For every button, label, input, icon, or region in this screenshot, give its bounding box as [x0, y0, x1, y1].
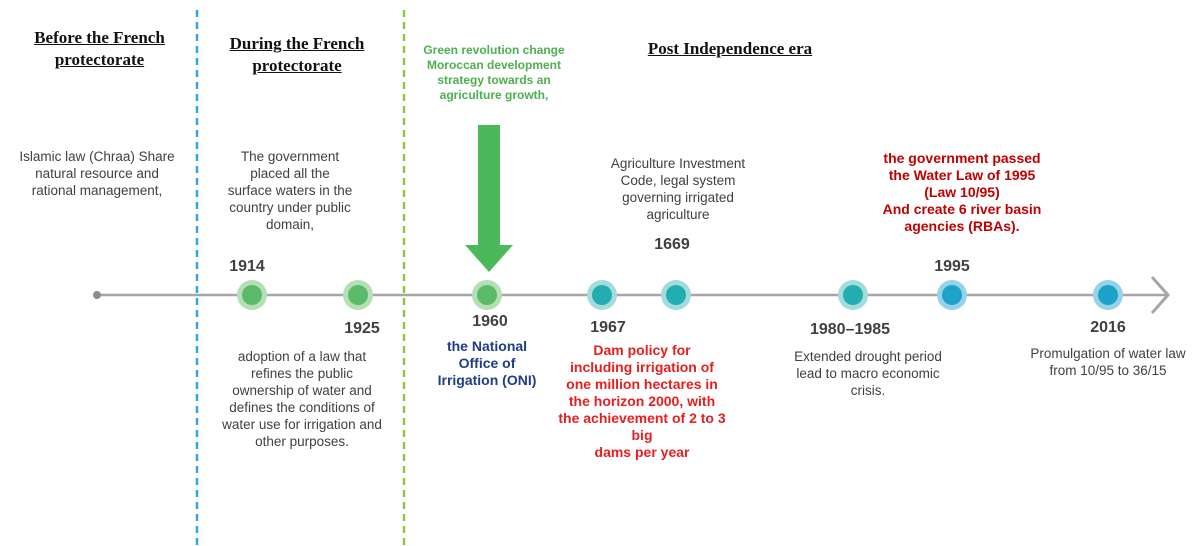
text-line: the government passed	[883, 150, 1041, 166]
text-line: Moroccan development	[426, 58, 562, 72]
text-line: (Law 10/95)	[924, 184, 1000, 200]
event-marker	[242, 285, 262, 305]
text-line: Extended drought period	[794, 349, 942, 364]
event-year: 1925	[344, 320, 380, 337]
text-line: governing irrigated	[622, 190, 734, 205]
text-line: the horizon 2000, with	[568, 393, 716, 409]
text-line: natural resource and	[35, 166, 159, 181]
text-line: big	[631, 427, 653, 443]
event-text: Dam policy for including irrigation of one…	[558, 342, 725, 461]
text-line: dams per year	[594, 444, 690, 460]
text-line: Agriculture Investment	[610, 156, 746, 171]
text-line: the achievement of 2 to 3	[558, 410, 726, 426]
era-heading: Before the French protectorate	[34, 28, 165, 69]
text-line: agriculture	[646, 207, 710, 222]
timeline-arrow	[1150, 276, 1171, 314]
event-text: Promulgation of water law from 10/95 to 3…	[1030, 345, 1185, 379]
text-line: water use for irrigation and	[222, 417, 382, 432]
text-line: surface waters in the	[227, 183, 353, 198]
text-line: And create 6 river basin	[882, 201, 1042, 217]
event-year: 1967	[590, 319, 626, 336]
text-line: adoption of a law that	[237, 349, 367, 364]
text-line: agriculture growth,	[439, 88, 549, 102]
event-marker	[592, 285, 612, 305]
text-line: Green revolution change	[423, 43, 565, 57]
era-heading: Post Independence era	[647, 39, 813, 58]
event-text: Islamic law (Chraa) Share natural resourc…	[19, 148, 174, 199]
text-line: other purposes.	[255, 434, 349, 449]
text-line: from 10/95 to 36/15	[1049, 363, 1167, 378]
event-text: Agriculture Investment Code, legal system…	[611, 155, 745, 223]
event-text: The government placed all the surface wate…	[228, 148, 353, 233]
event-year: 1980–1985	[809, 321, 891, 338]
text-line: including irrigation of	[570, 359, 714, 375]
timeline-start	[93, 291, 101, 299]
text-line: the Water Law of 1995	[888, 167, 1036, 183]
event-year: 1914	[229, 258, 265, 275]
event-text: the government passed the Water Law of 19…	[883, 150, 1042, 235]
event-marker	[348, 285, 368, 305]
text-line: crisis.	[850, 383, 886, 398]
event-marker	[477, 285, 497, 305]
annotation: Green revolution change Moroccan developm…	[423, 43, 564, 103]
event-marker	[1098, 285, 1118, 305]
event-marker	[942, 285, 962, 305]
text-line: placed all the	[250, 166, 330, 181]
event-text: adoption of a law that refines the public…	[222, 348, 382, 450]
text-line: Irrigation (ONI)	[437, 372, 537, 388]
text-line: country under public	[229, 200, 351, 215]
down-arrow	[465, 125, 513, 272]
text-line: strategy towards an	[437, 73, 551, 87]
text-line: Dam policy for	[593, 342, 691, 358]
text-line: Promulgation of water law	[1030, 346, 1186, 361]
event-year: 1960	[472, 313, 508, 330]
event-year: 1669	[654, 236, 690, 253]
text-line: defines the conditions of	[229, 400, 375, 415]
text-line: lead to macro economic	[796, 366, 940, 381]
event-marker	[666, 285, 686, 305]
event-text: the National Office of Irrigation (ONI)	[438, 338, 537, 389]
event-text: Extended drought period lead to macro eco…	[794, 348, 942, 399]
text-line: Office of	[458, 355, 516, 371]
text-line: The government	[240, 149, 340, 164]
event-marker	[843, 285, 863, 305]
text-line: Islamic law (Chraa) Share	[19, 149, 175, 164]
text-line: Code, legal system	[620, 173, 736, 188]
text-line: ownership of water and	[232, 383, 372, 398]
era-heading: During the French protectorate	[229, 34, 365, 75]
text-line: rational management,	[31, 183, 163, 198]
text-line: the National	[446, 338, 528, 354]
text-line: agencies (RBAs).	[904, 218, 1020, 234]
text-line: one million hectares in	[566, 376, 718, 392]
event-year: 1995	[934, 258, 970, 275]
text-line: domain,	[265, 217, 315, 232]
event-year: 2016	[1090, 319, 1126, 336]
text-line: refines the public	[250, 366, 354, 381]
